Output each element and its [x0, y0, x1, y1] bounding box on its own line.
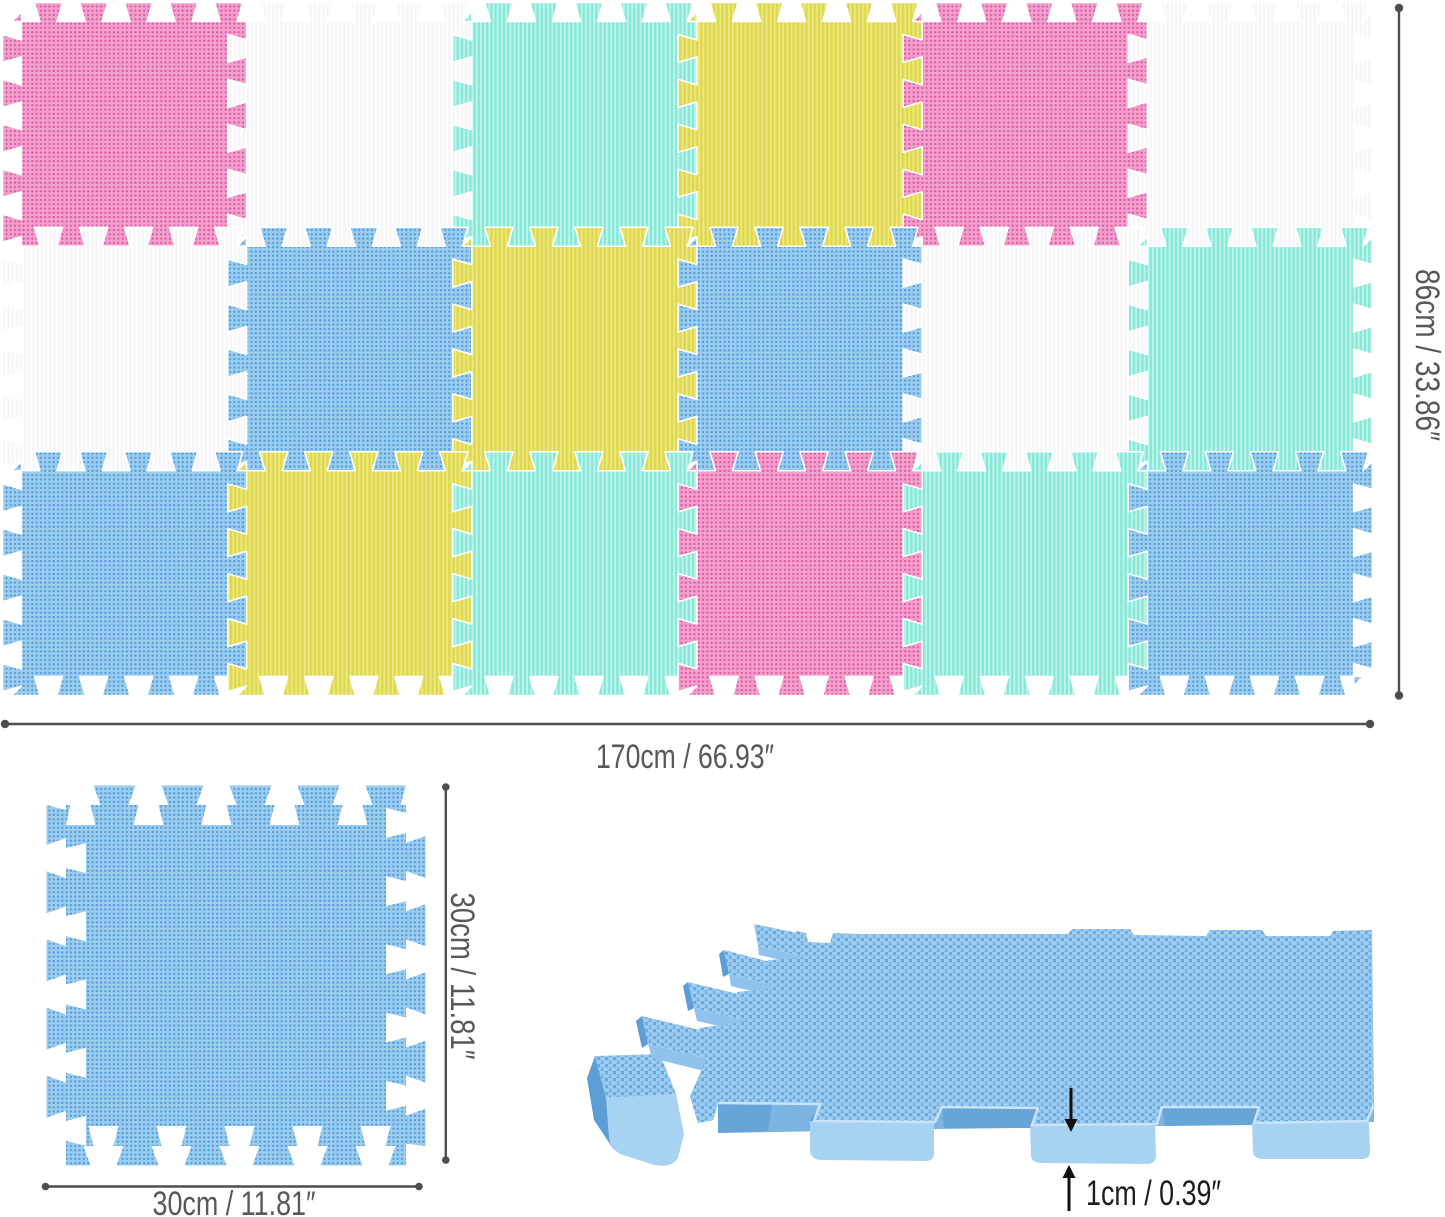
svg-text:30cm / 11.81″: 30cm / 11.81″	[153, 1185, 316, 1217]
svg-text:170cm / 66.93″: 170cm / 66.93″	[596, 738, 774, 776]
svg-text:86cm / 33.86″: 86cm / 33.86″	[1408, 269, 1445, 441]
svg-text:1cm / 0.39″: 1cm / 0.39″	[1086, 1173, 1221, 1213]
svg-text:30cm / 11.81″: 30cm / 11.81″	[443, 893, 481, 1060]
